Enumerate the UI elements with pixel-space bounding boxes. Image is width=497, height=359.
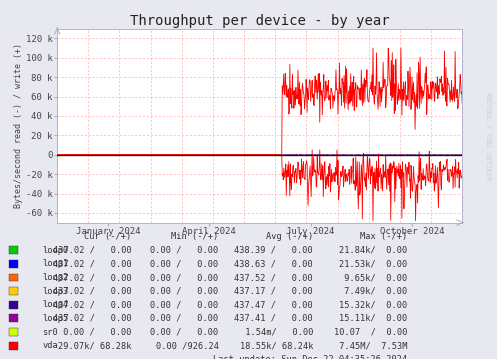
Text: 0.00 /   0.00: 0.00 / 0.00: [151, 273, 219, 282]
Text: loop1: loop1: [42, 259, 69, 269]
Text: 437.52 /   0.00: 437.52 / 0.00: [235, 273, 313, 282]
Text: 437.02 /   0.00: 437.02 / 0.00: [53, 273, 132, 282]
Text: Avg (-/+): Avg (-/+): [266, 232, 313, 241]
Text: 29.07k/ 68.28k: 29.07k/ 68.28k: [58, 341, 132, 350]
Text: 0.00 /   0.00: 0.00 / 0.00: [151, 300, 219, 309]
Text: Cur (-/+): Cur (-/+): [84, 232, 132, 241]
Text: loop0: loop0: [42, 246, 69, 255]
Text: loop4: loop4: [42, 300, 69, 309]
Text: 438.63 /   0.00: 438.63 / 0.00: [235, 259, 313, 269]
Text: 0.00 /926.24: 0.00 /926.24: [156, 341, 219, 350]
Y-axis label: Bytes/second read (-) / write (+): Bytes/second read (-) / write (+): [14, 43, 23, 208]
Text: 437.41 /   0.00: 437.41 / 0.00: [235, 314, 313, 323]
Text: 7.45M/  7.53M: 7.45M/ 7.53M: [334, 341, 408, 350]
Text: 0.00 /   0.00: 0.00 / 0.00: [151, 327, 219, 337]
Text: 437.02 /   0.00: 437.02 / 0.00: [53, 300, 132, 309]
Text: loop2: loop2: [42, 273, 69, 282]
Text: RRDTOOL / TOBI OETIKER: RRDTOOL / TOBI OETIKER: [485, 92, 491, 181]
Title: Throughput per device - by year: Throughput per device - by year: [130, 14, 390, 28]
Text: 0.00 /   0.00: 0.00 / 0.00: [151, 246, 219, 255]
Text: 0.00 /   0.00: 0.00 / 0.00: [58, 327, 132, 337]
Text: Last update: Sun Dec 22 04:35:26 2024: Last update: Sun Dec 22 04:35:26 2024: [213, 355, 408, 359]
Text: 0.00 /   0.00: 0.00 / 0.00: [151, 314, 219, 323]
Text: 0.00 /   0.00: 0.00 / 0.00: [151, 259, 219, 269]
Text: 7.49k/  0.00: 7.49k/ 0.00: [339, 286, 408, 296]
Text: 9.65k/  0.00: 9.65k/ 0.00: [339, 273, 408, 282]
Text: 15.11k/  0.00: 15.11k/ 0.00: [339, 314, 408, 323]
Text: 437.02 /   0.00: 437.02 / 0.00: [53, 286, 132, 296]
Text: 21.53k/  0.00: 21.53k/ 0.00: [339, 259, 408, 269]
Text: 437.47 /   0.00: 437.47 / 0.00: [235, 300, 313, 309]
Text: 1.54m/   0.00: 1.54m/ 0.00: [240, 327, 313, 337]
Text: 0.00 /   0.00: 0.00 / 0.00: [151, 286, 219, 296]
Text: 18.55k/ 68.24k: 18.55k/ 68.24k: [240, 341, 313, 350]
Text: Max (-/+): Max (-/+): [360, 232, 408, 241]
Text: 437.02 /   0.00: 437.02 / 0.00: [53, 314, 132, 323]
Text: loop5: loop5: [42, 314, 69, 323]
Text: 437.02 /   0.00: 437.02 / 0.00: [53, 246, 132, 255]
Text: 438.39 /   0.00: 438.39 / 0.00: [235, 246, 313, 255]
Text: 21.84k/  0.00: 21.84k/ 0.00: [339, 246, 408, 255]
Text: vda: vda: [42, 341, 58, 350]
Text: Min (-/+): Min (-/+): [171, 232, 219, 241]
Text: 10.07  /  0.00: 10.07 / 0.00: [334, 327, 408, 337]
Text: loop3: loop3: [42, 286, 69, 296]
Text: 15.32k/  0.00: 15.32k/ 0.00: [339, 300, 408, 309]
Text: 437.17 /   0.00: 437.17 / 0.00: [235, 286, 313, 296]
Text: 437.02 /   0.00: 437.02 / 0.00: [53, 259, 132, 269]
Text: sr0: sr0: [42, 327, 58, 337]
